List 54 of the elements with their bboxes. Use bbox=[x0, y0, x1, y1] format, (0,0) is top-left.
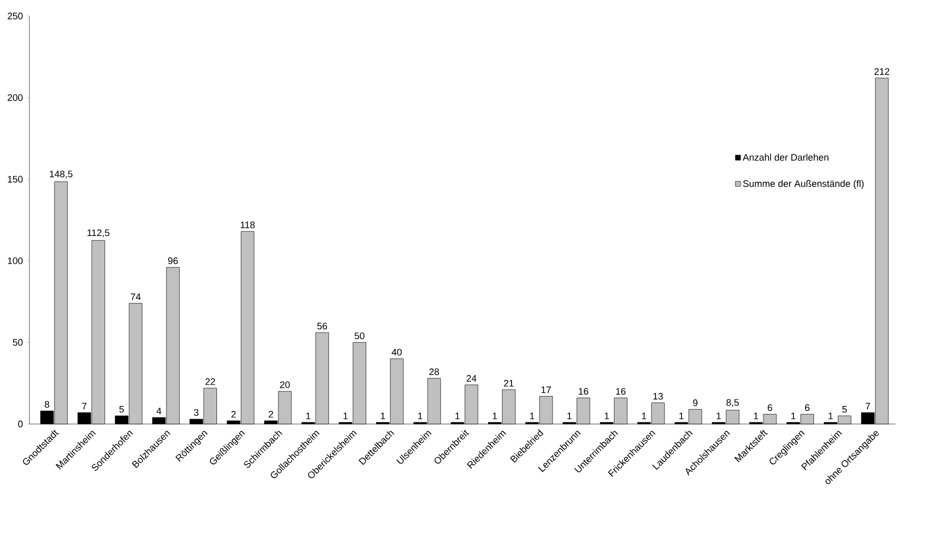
data-label: 7 bbox=[866, 402, 870, 410]
y-tick-label: 200 bbox=[8, 94, 23, 101]
y-tick-label: 250 bbox=[8, 12, 23, 20]
data-label: 1 bbox=[380, 412, 385, 420]
y-tick-label: 100 bbox=[8, 257, 23, 264]
data-label: 1 bbox=[306, 412, 310, 420]
data-label: 7 bbox=[82, 402, 86, 410]
data-label: 20 bbox=[280, 381, 290, 388]
data-label: 8,5 bbox=[726, 399, 739, 407]
data-label: 2 bbox=[268, 410, 274, 418]
data-label: 1 bbox=[642, 412, 646, 420]
data-label: 21 bbox=[504, 380, 514, 387]
data-label: 17 bbox=[542, 386, 551, 394]
data-label: 96 bbox=[168, 257, 178, 264]
data-label: 5 bbox=[119, 406, 124, 413]
data-label: 22 bbox=[205, 378, 216, 385]
data-label: 16 bbox=[578, 388, 588, 395]
data-label: 50 bbox=[354, 332, 364, 340]
data-label: 118 bbox=[240, 222, 255, 228]
data-label: 1 bbox=[567, 412, 572, 420]
data-label: 28 bbox=[429, 368, 439, 376]
data-label: 1 bbox=[828, 412, 833, 420]
data-label: 1 bbox=[530, 412, 534, 420]
data-label: 16 bbox=[616, 388, 626, 395]
y-tick-label: 0 bbox=[18, 420, 23, 428]
data-label: 6 bbox=[805, 404, 810, 412]
data-label: 40 bbox=[392, 348, 402, 356]
data-label: 1 bbox=[716, 412, 721, 420]
data-label: 5 bbox=[842, 406, 847, 413]
data-label: 1 bbox=[456, 412, 460, 420]
data-label: 1 bbox=[492, 412, 497, 420]
data-label: 24 bbox=[466, 375, 476, 382]
data-label: 112,5 bbox=[88, 229, 110, 238]
data-label: 2 bbox=[231, 410, 236, 418]
data-label: 9 bbox=[693, 399, 698, 406]
data-label: 3 bbox=[194, 409, 198, 416]
data-label: 6 bbox=[768, 404, 772, 412]
y-tick-label: 50 bbox=[12, 339, 23, 346]
data-label: 148,5 bbox=[50, 170, 72, 178]
data-label: 1 bbox=[604, 412, 609, 420]
y-tick-label: 150 bbox=[8, 176, 23, 183]
legend-label: Anzahl der Darlehen bbox=[742, 154, 828, 161]
legend-label: Summe der Außenstände (fl) bbox=[743, 180, 864, 189]
data-label: 1 bbox=[754, 412, 758, 420]
data-label: 74 bbox=[130, 294, 141, 300]
data-label: 212 bbox=[874, 68, 890, 75]
data-label: 56 bbox=[317, 322, 328, 330]
data-label: 4 bbox=[156, 408, 162, 414]
data-label: 1 bbox=[679, 412, 684, 420]
data-label: 13 bbox=[653, 392, 663, 400]
data-label: 8 bbox=[44, 401, 50, 408]
data-label: 1 bbox=[791, 412, 796, 420]
data-label: 1 bbox=[418, 412, 422, 420]
data-label: 1 bbox=[344, 412, 348, 420]
